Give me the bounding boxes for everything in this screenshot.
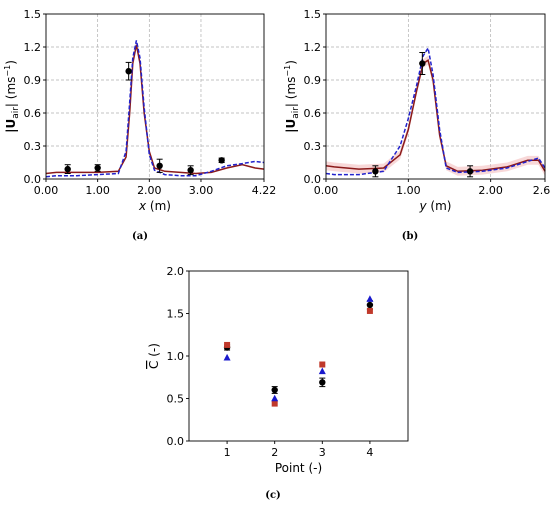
data-point bbox=[64, 165, 71, 173]
x-tick-label: 0.00 bbox=[314, 184, 339, 197]
y-tick-label: 0.6 bbox=[24, 107, 42, 120]
x-tick-label: 2.66 bbox=[533, 184, 550, 197]
y-tick-label: 1.0 bbox=[167, 350, 185, 363]
series-line-1 bbox=[45, 44, 265, 175]
y-tick-label: 0.6 bbox=[304, 107, 322, 120]
data-point bbox=[466, 168, 474, 175]
chart-panel-c: 1 2 3 4 0.0 0.5 1.0 1.5 2.0 Point (-) C (-) (c) bbox=[147, 265, 409, 501]
x-axis-label: Point (-) bbox=[275, 461, 322, 475]
y-axis-label: |Uair| (ms−1) bbox=[3, 60, 21, 133]
x-tick-label: 2.00 bbox=[478, 184, 503, 197]
data-point-square bbox=[366, 307, 373, 314]
y-tick-label: 0.5 bbox=[167, 393, 185, 406]
y-tick-label: 0.0 bbox=[167, 435, 185, 448]
y-axis-label-unit: | (ms bbox=[284, 77, 298, 107]
y-tick-label: 0.0 bbox=[24, 173, 42, 186]
y-axis-label-exp: −1 bbox=[283, 65, 292, 77]
y-axis-label-main: C bbox=[147, 361, 161, 369]
y-axis-label-main: |U bbox=[284, 119, 298, 133]
y-axis-label: C (-) bbox=[147, 343, 161, 369]
x-axis-label-var: y bbox=[419, 199, 428, 213]
x-tick-label: 4.22 bbox=[252, 184, 277, 197]
x-tick-label: 2 bbox=[271, 446, 278, 459]
y-tick-label: 0.0 bbox=[304, 173, 322, 186]
x-axis-label-unit: (m) bbox=[427, 199, 452, 213]
x-tick-label: 2.00 bbox=[137, 184, 162, 197]
data-point bbox=[156, 162, 163, 169]
y-axis-label: |Uair| (ms−1) bbox=[283, 60, 301, 133]
y-axis-label-sub: air bbox=[291, 107, 301, 119]
data-point-triangle bbox=[366, 295, 374, 302]
series-line-2 bbox=[325, 46, 546, 176]
y-axis-label-unit: (-) bbox=[147, 343, 161, 361]
y-tick-label: 1.5 bbox=[24, 8, 42, 21]
x-axis-label-unit: (m) bbox=[146, 199, 171, 213]
data-point bbox=[125, 68, 132, 75]
x-tick-label: 1.00 bbox=[85, 184, 110, 197]
panel-caption: (b) bbox=[402, 231, 418, 242]
y-tick-label: 1.2 bbox=[24, 41, 42, 54]
data-point-circle bbox=[319, 379, 326, 386]
data-point bbox=[372, 168, 379, 175]
series-line-1 bbox=[325, 58, 546, 173]
plot-frame bbox=[325, 13, 546, 180]
x-tick-label: 3.00 bbox=[189, 184, 214, 197]
y-tick-label: 0.9 bbox=[304, 74, 322, 87]
y-tick-label: 1.5 bbox=[304, 8, 322, 21]
y-tick-label: 0.3 bbox=[304, 140, 322, 153]
plot-frame bbox=[45, 13, 265, 180]
y-tick-label: 2.0 bbox=[167, 265, 185, 278]
chart-panel-b: 0.00 1.00 2.00 2.66 0.0 0.3 0.6 0.9 1.2 1.5 y (m) |… bbox=[283, 8, 550, 242]
x-tick-label: 4 bbox=[366, 446, 373, 459]
data-point-circle bbox=[271, 386, 278, 394]
plot-frame bbox=[188, 270, 409, 442]
y-tick-label: 0.3 bbox=[24, 140, 42, 153]
y-tick-label: 1.2 bbox=[304, 41, 322, 54]
series-band bbox=[326, 55, 545, 176]
y-axis-label-unit: | (ms bbox=[4, 77, 18, 107]
series-line-2 bbox=[45, 40, 265, 178]
y-tick-label: 1.5 bbox=[167, 308, 185, 321]
panel-caption: (c) bbox=[265, 490, 281, 501]
x-axis-label: x (m) bbox=[138, 199, 171, 213]
y-axis-label-main: |U bbox=[4, 119, 18, 133]
data-point bbox=[94, 164, 101, 172]
y-tick-label: 0.9 bbox=[24, 74, 42, 87]
x-tick-label: 3 bbox=[319, 446, 326, 459]
data-point-triangle bbox=[223, 353, 231, 361]
data-point-square bbox=[319, 361, 326, 368]
y-axis-label-exp: −1 bbox=[3, 65, 12, 77]
panel-caption: (a) bbox=[132, 231, 148, 242]
data-point-triangle bbox=[318, 367, 326, 375]
chart-panel-a: 0.00 1.00 2.00 3.00 4.22 0.0 0.3 0.6 0.9 1.2 1.5 x … bbox=[3, 8, 276, 242]
data-point bbox=[218, 157, 225, 164]
x-axis-label: y (m) bbox=[419, 199, 452, 213]
data-point-circle bbox=[366, 301, 374, 309]
data-point-square bbox=[271, 400, 278, 407]
y-axis-label-close: ) bbox=[284, 60, 298, 65]
x-tick-label: 1.00 bbox=[396, 184, 421, 197]
y-axis-label-close: ) bbox=[4, 60, 18, 65]
y-axis-label-sub: air bbox=[11, 107, 21, 119]
data-point bbox=[419, 60, 426, 67]
x-axis-label-var: x bbox=[138, 199, 147, 213]
x-tick-label: 0.00 bbox=[34, 184, 59, 197]
data-point-triangle bbox=[271, 394, 279, 402]
data-point-square bbox=[224, 341, 231, 348]
x-tick-label: 1 bbox=[224, 446, 231, 459]
data-point bbox=[187, 167, 194, 174]
